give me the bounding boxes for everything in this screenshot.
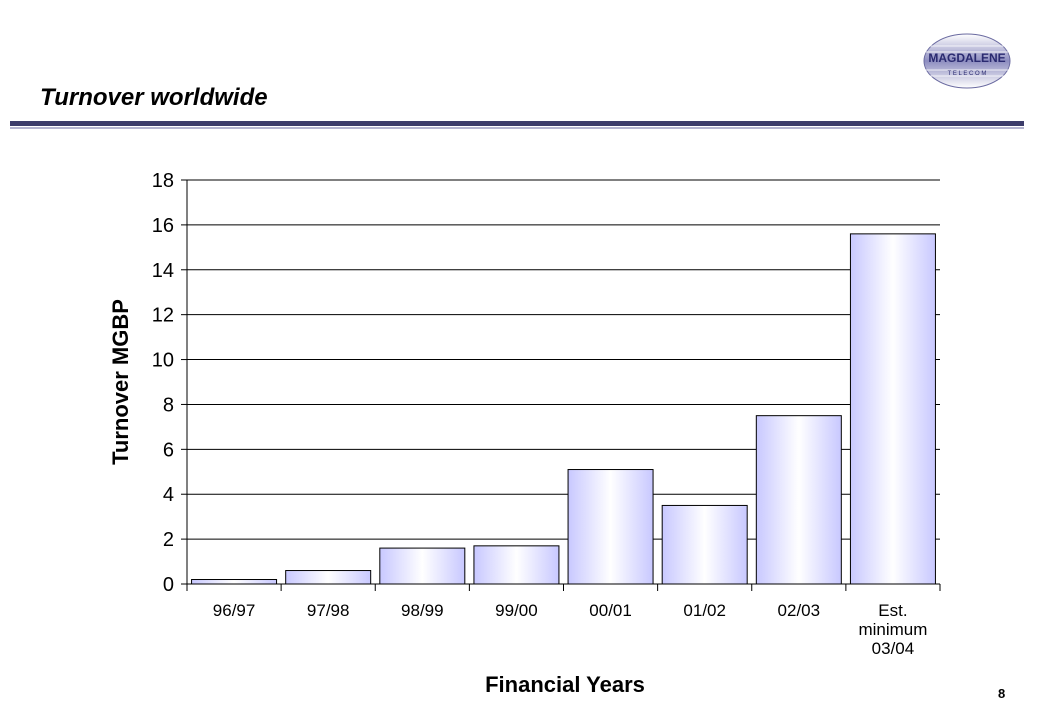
y-axis-title: Turnover MGBP [108,299,133,465]
x-tick-label: 01/02 [683,601,726,620]
y-tick-label: 10 [152,350,174,372]
x-tick-label: 99/00 [495,601,538,620]
x-tick-label: 96/97 [213,601,256,620]
bar-5 [567,469,654,585]
magdalene-telecom-logo: MAGDALENE T E L E C O M [923,33,1011,89]
bar-6 [661,504,748,585]
y-tick-label: 6 [163,439,174,461]
logo-subtitle: T E L E C O M [948,71,987,77]
x-tick-label: Est. minimum 03/04 [858,601,927,658]
x-axis-title: Financial Years [485,672,645,697]
y-tick-label: 2 [163,529,174,551]
title-rule [10,121,1024,126]
bar-2 [285,570,372,585]
x-tick-label: 02/03 [778,601,821,620]
bar-7 [755,415,842,585]
bar-8 [849,233,936,585]
logo-name: MAGDALENE [928,51,1005,65]
title-rule-shadow [10,127,1024,129]
page-number: 8 [998,686,1006,701]
y-tick-label: 4 [163,484,174,506]
y-tick-label: 18 [152,170,174,192]
bar-1 [191,579,278,585]
bar-3 [379,547,466,585]
y-tick-label: 12 [152,305,174,327]
y-tick-label: 14 [152,260,174,282]
slide-title: Turnover worldwide [40,84,268,111]
x-tick-label: 97/98 [307,601,350,620]
y-tick-label: 16 [152,215,174,237]
y-tick-label: 8 [163,394,174,416]
bar-4 [473,545,560,585]
x-tick-label: 00/01 [589,601,632,620]
y-tick-label: 0 [163,574,174,596]
x-tick-label: 98/99 [401,601,444,620]
